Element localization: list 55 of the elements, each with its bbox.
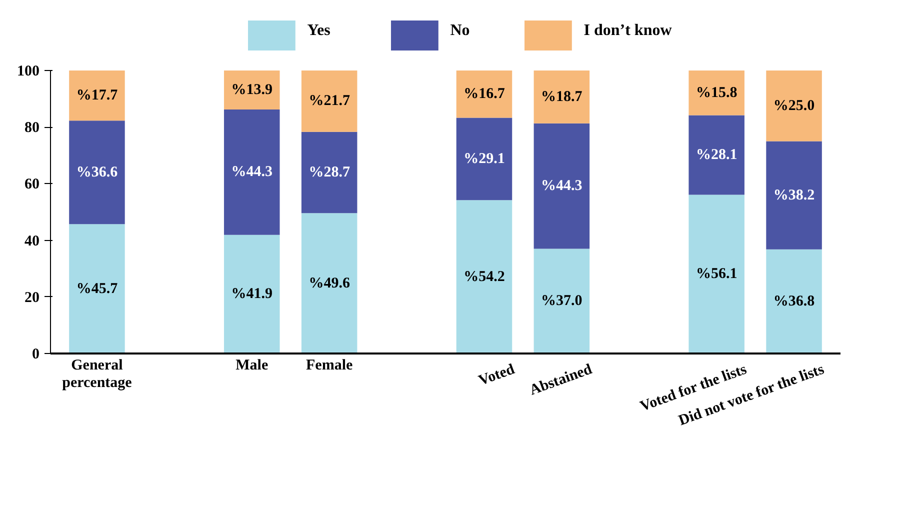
- bar: [534, 70, 590, 124]
- bar: [688, 70, 744, 116]
- x-tick-label: General percentage: [62, 358, 132, 392]
- y-tick-label: 100: [17, 64, 40, 80]
- bar: [456, 70, 512, 118]
- legend-label: No: [450, 22, 470, 39]
- data-label: %25.0: [773, 98, 815, 114]
- data-label: %21.7: [308, 93, 350, 110]
- data-label: %28.7: [308, 164, 350, 181]
- bar: [224, 70, 280, 110]
- bar: [766, 141, 822, 250]
- bar: [688, 194, 744, 354]
- data-label: %13.9: [231, 82, 272, 98]
- bar: [456, 200, 512, 354]
- x-tick-label: Voted: [476, 361, 518, 390]
- data-label: %54.2: [464, 268, 505, 285]
- data-label: %37.0: [541, 293, 582, 310]
- bar: [456, 118, 512, 200]
- data-label: %38.2: [773, 187, 815, 204]
- data-label: %29.1: [464, 150, 505, 167]
- bar: [766, 249, 822, 354]
- data-label: %36.6: [76, 164, 118, 180]
- data-label: %56.1: [696, 266, 738, 282]
- data-label: %18.7: [541, 88, 583, 105]
- data-label: %44.3: [541, 178, 582, 194]
- y-tick-label: 80: [24, 120, 40, 136]
- data-label: %15.8: [696, 84, 738, 101]
- bar: [534, 123, 590, 249]
- x-tick-label: Female: [306, 358, 353, 374]
- x-tick-label: Male: [236, 358, 268, 374]
- bar: [301, 70, 358, 132]
- bar: [766, 70, 822, 142]
- bar: [301, 132, 358, 214]
- y-tick-label: 40: [24, 233, 40, 250]
- bar: [224, 110, 280, 235]
- bar: [69, 224, 125, 354]
- data-label: %41.9: [231, 286, 272, 302]
- bar: [224, 234, 280, 354]
- y-tick-label: 20: [24, 290, 40, 306]
- data-label: %16.7: [464, 86, 506, 102]
- bar: [69, 120, 125, 224]
- data-label: %28.1: [696, 146, 738, 163]
- legend-label: I don’t know: [584, 22, 672, 39]
- bar: [688, 115, 744, 195]
- data-label: %44.3: [231, 164, 272, 180]
- data-label: %45.7: [76, 280, 118, 297]
- legend-label: Yes: [307, 22, 330, 39]
- y-tick-label: 60: [24, 176, 40, 193]
- bar: [301, 213, 358, 354]
- data-label: %17.7: [76, 88, 118, 104]
- data-label: %49.6: [308, 275, 350, 292]
- bar: [534, 248, 590, 354]
- y-tick-label: 0: [32, 346, 40, 362]
- data-label: %36.8: [773, 293, 815, 310]
- bar: [69, 70, 125, 121]
